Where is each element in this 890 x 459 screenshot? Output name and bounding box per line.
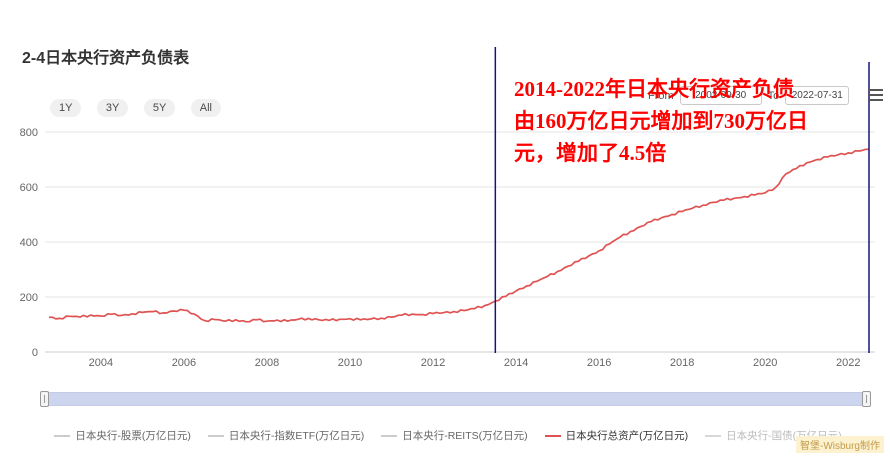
to-label: To — [767, 89, 780, 102]
y-tick-label: 800 — [20, 127, 38, 139]
legend-label: 日本央行-REITS(万亿日元) — [402, 430, 528, 442]
x-tick-label: 2004 — [89, 357, 113, 369]
legend-item[interactable]: 日本央行总资产(万亿日元) — [544, 428, 689, 443]
x-tick-label: 2018 — [670, 357, 694, 369]
legend-marker — [544, 434, 561, 437]
legend-item[interactable]: 日本央行-REITS(万亿日元) — [381, 428, 528, 443]
watermark: 智堡-Wisburg制作 — [795, 436, 884, 453]
legend-marker — [207, 434, 224, 437]
y-tick-label: 0 — [32, 347, 38, 359]
x-tick-label: 2012 — [421, 357, 445, 369]
x-tick-label: 2008 — [255, 357, 279, 369]
legend-marker — [54, 434, 71, 437]
annotation-line: 元，增加了4.5倍 — [514, 140, 667, 165]
annotation-line: 2014-2022年日本央行资产负债 — [514, 77, 794, 101]
context-menu-icon[interactable] — [866, 84, 885, 106]
y-tick-label: 200 — [20, 292, 38, 304]
x-tick-label: 2020 — [753, 357, 777, 369]
date-range-selector: From To — [648, 86, 850, 105]
series-line — [48, 148, 869, 323]
range-selector: 1Y 3Y 5Y All — [50, 98, 232, 117]
legend-label: 日本央行-指数ETF(万亿日元) — [228, 430, 365, 442]
y-tick-label: 400 — [20, 237, 38, 249]
navigator-handle-right[interactable] — [862, 391, 871, 407]
x-tick-label: 2006 — [172, 357, 196, 369]
page-title: 2-4日本央行资产负债表 — [22, 50, 190, 67]
to-date-input[interactable] — [785, 86, 850, 105]
range-button-1y[interactable]: 1Y — [50, 99, 82, 117]
legend-item[interactable]: 日本央行-股票(万亿日元) — [54, 428, 191, 443]
legend-label: 日本央行总资产(万亿日元) — [565, 430, 689, 442]
from-label: From — [648, 89, 674, 102]
navigator-handle-left[interactable] — [40, 391, 49, 407]
x-tick-label: 2010 — [338, 357, 362, 369]
legend: 日本央行-股票(万亿日元) 日本央行-指数ETF(万亿日元) 日本央行-REIT… — [20, 428, 876, 443]
from-date-input[interactable] — [679, 86, 762, 105]
navigator-track[interactable] — [45, 392, 867, 406]
x-tick-label: 2014 — [504, 357, 528, 369]
range-button-5y[interactable]: 5Y — [143, 99, 176, 117]
legend-marker — [381, 434, 398, 437]
legend-label: 日本央行-股票(万亿日元) — [75, 430, 191, 442]
y-tick-label: 600 — [20, 182, 38, 194]
range-button-3y[interactable]: 3Y — [96, 99, 129, 117]
annotation-line: 由160万亿日元增加到730万亿日 — [514, 108, 808, 133]
legend-marker — [705, 434, 722, 437]
x-tick-label: 2016 — [587, 357, 611, 369]
annotation-text: 2014-2022年日本央行资产负债 由160万亿日元增加到730万亿日 元，增… — [514, 74, 864, 170]
legend-item[interactable]: 日本央行-指数ETF(万亿日元) — [207, 428, 365, 443]
range-button-all[interactable]: All — [190, 99, 221, 117]
x-tick-label: 2022 — [836, 357, 860, 369]
